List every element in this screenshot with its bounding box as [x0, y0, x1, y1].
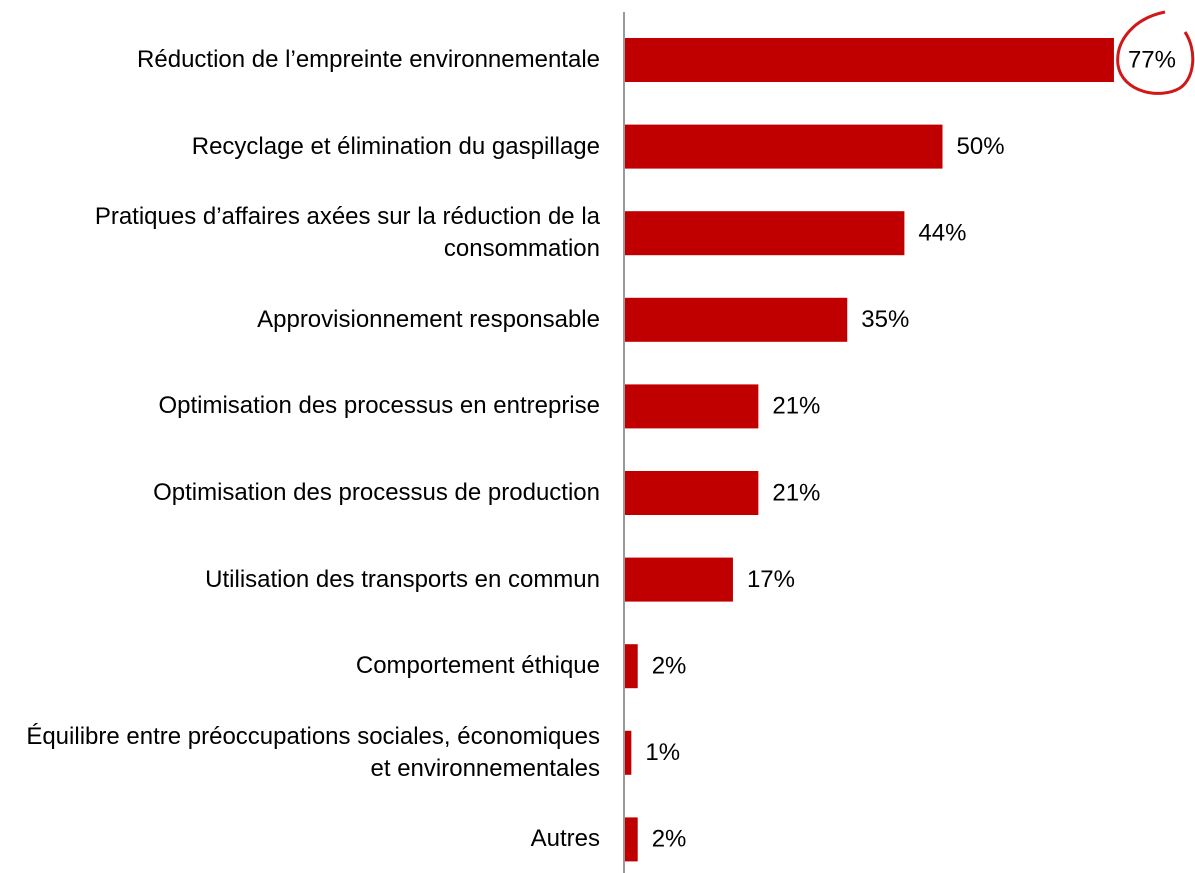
value-label: 50%	[957, 133, 1005, 160]
category-label: Réduction de l’empreinte environnemental…	[137, 46, 600, 73]
category-label: Recyclage et élimination du gaspillage	[191, 132, 600, 160]
bar	[625, 644, 638, 689]
category-label: Utilisation des transports en commun	[205, 565, 600, 593]
value-label: 17%	[747, 566, 795, 593]
bar	[625, 557, 733, 602]
value-label: 44%	[918, 220, 966, 247]
bar	[625, 384, 759, 429]
value-label: 21%	[772, 393, 820, 420]
value-label: 1%	[645, 739, 680, 766]
category-label: Pratiques d’affaires axées sur la réduct…	[94, 203, 600, 263]
bar	[625, 38, 1114, 82]
category-label: Comportement éthique	[355, 652, 600, 680]
value-label: 2%	[652, 826, 687, 853]
category-label: Optimisation des processus en entreprise	[158, 392, 600, 420]
bar	[625, 297, 848, 342]
bar	[625, 471, 759, 515]
category-label: Équilibre entre préoccupations sociales,…	[26, 722, 600, 782]
value-label: 35%	[861, 306, 909, 333]
value-label: 21%	[772, 479, 820, 506]
bar	[625, 817, 638, 862]
bar	[625, 211, 905, 256]
bar	[625, 730, 632, 775]
bar	[625, 124, 943, 169]
highlight-circle	[1116, 10, 1195, 95]
category-label: Approvisionnement responsable	[257, 305, 600, 333]
value-label: 2%	[652, 653, 687, 680]
value-label: 77%	[1128, 46, 1176, 73]
category-label: Autres	[530, 825, 600, 853]
category-label: Optimisation des processus de production	[153, 479, 600, 506]
